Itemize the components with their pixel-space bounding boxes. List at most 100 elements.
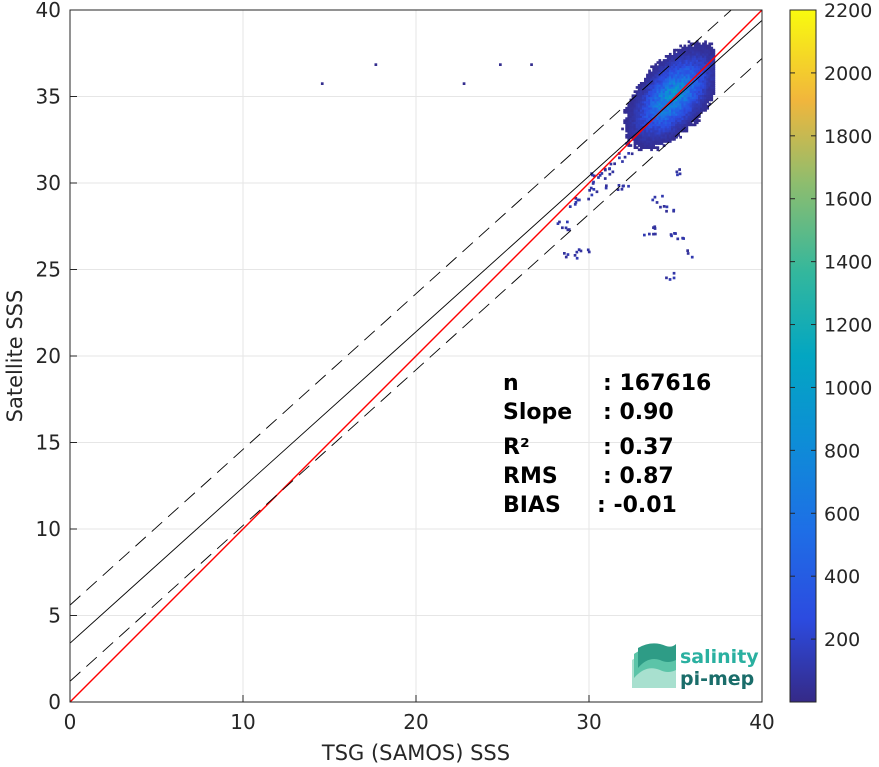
density-cell bbox=[650, 138, 653, 141]
density-cell bbox=[650, 133, 653, 137]
density-cell bbox=[664, 140, 668, 143]
density-cell bbox=[660, 94, 664, 98]
density-cell bbox=[681, 94, 685, 98]
density-cell bbox=[664, 111, 668, 114]
density-cell bbox=[708, 77, 712, 81]
density-cell bbox=[706, 57, 709, 60]
density-cell bbox=[660, 67, 664, 71]
density-cell bbox=[687, 88, 691, 91]
density-cell bbox=[590, 193, 594, 197]
density-cell bbox=[704, 42, 707, 46]
density-cell bbox=[675, 106, 678, 110]
density-cell bbox=[644, 100, 647, 104]
density-cell bbox=[635, 135, 639, 139]
density-cell bbox=[646, 75, 649, 79]
density-cell bbox=[706, 100, 709, 104]
density-cell bbox=[650, 117, 653, 120]
density-cell bbox=[658, 59, 662, 62]
density-cell bbox=[630, 152, 634, 156]
density-cell bbox=[650, 121, 653, 125]
density-cell bbox=[664, 98, 668, 102]
density-cell bbox=[675, 86, 678, 89]
density-cell bbox=[627, 144, 631, 147]
density-cell bbox=[668, 96, 672, 100]
density-cell bbox=[644, 106, 647, 110]
density-cell bbox=[708, 90, 712, 93]
density-cell bbox=[625, 133, 628, 137]
density-cell bbox=[683, 96, 687, 100]
density-cell bbox=[683, 84, 687, 87]
density-cell bbox=[658, 88, 662, 91]
density-cell bbox=[648, 111, 651, 114]
density-cell bbox=[689, 61, 693, 64]
density-cell bbox=[687, 106, 691, 110]
density-cell bbox=[700, 90, 703, 93]
density-cell bbox=[668, 131, 672, 135]
density-cell bbox=[677, 65, 680, 69]
density-cell bbox=[689, 44, 693, 48]
density-cell bbox=[671, 96, 674, 100]
density-cell bbox=[660, 69, 664, 73]
density-cell bbox=[575, 250, 579, 254]
density-cell bbox=[673, 131, 676, 135]
density-cell bbox=[641, 140, 645, 143]
density-cell bbox=[708, 88, 712, 91]
density-cell bbox=[641, 142, 645, 145]
density-cell bbox=[698, 106, 701, 110]
density-cell bbox=[627, 140, 631, 143]
density-cell bbox=[687, 44, 691, 48]
density-cell bbox=[679, 115, 682, 118]
density-cell bbox=[710, 46, 714, 50]
density-cell bbox=[700, 98, 703, 102]
density-cell bbox=[681, 92, 685, 95]
density-cell bbox=[660, 135, 664, 139]
density-cell bbox=[683, 94, 687, 98]
density-cell bbox=[673, 55, 676, 58]
density-cell bbox=[704, 67, 707, 71]
density-cell bbox=[708, 73, 712, 77]
density-cell bbox=[646, 131, 649, 135]
y-tick-label: 40 bbox=[36, 0, 61, 22]
density-cell bbox=[673, 88, 676, 91]
density-cell bbox=[691, 104, 695, 108]
density-cell bbox=[664, 102, 668, 106]
density-cell bbox=[664, 119, 668, 122]
density-cell bbox=[708, 48, 712, 52]
density-cell bbox=[646, 104, 649, 108]
density-cell bbox=[693, 92, 697, 95]
density-cell bbox=[693, 94, 697, 98]
density-cell bbox=[710, 90, 714, 93]
density-cell bbox=[654, 67, 658, 71]
density-cell bbox=[666, 73, 670, 77]
density-cell bbox=[673, 52, 676, 56]
density-cell bbox=[695, 111, 699, 114]
density-cell bbox=[675, 59, 678, 62]
density-cell bbox=[654, 73, 658, 77]
density-cell bbox=[687, 71, 691, 75]
density-cell bbox=[648, 135, 651, 139]
density-cell bbox=[648, 117, 651, 120]
density-cell bbox=[675, 121, 678, 125]
density-cell bbox=[627, 104, 631, 108]
density-cell bbox=[693, 86, 697, 89]
density-cell bbox=[685, 129, 689, 133]
density-cell bbox=[691, 46, 695, 50]
density-cell bbox=[706, 75, 709, 79]
density-cell bbox=[683, 102, 687, 106]
density-cell bbox=[644, 146, 647, 149]
density-cell bbox=[687, 67, 691, 71]
density-cell bbox=[652, 146, 655, 149]
density-cell bbox=[639, 82, 643, 85]
density-cell bbox=[677, 100, 680, 104]
density-cell bbox=[625, 129, 628, 133]
density-cell bbox=[656, 73, 660, 77]
density-cell bbox=[666, 84, 670, 87]
density-cell bbox=[658, 63, 662, 66]
density-cell bbox=[685, 123, 689, 127]
density-cell bbox=[644, 88, 647, 91]
density-cell bbox=[677, 121, 680, 125]
density-cell bbox=[662, 98, 666, 102]
density-cell bbox=[660, 96, 664, 100]
density-cell bbox=[677, 119, 680, 122]
